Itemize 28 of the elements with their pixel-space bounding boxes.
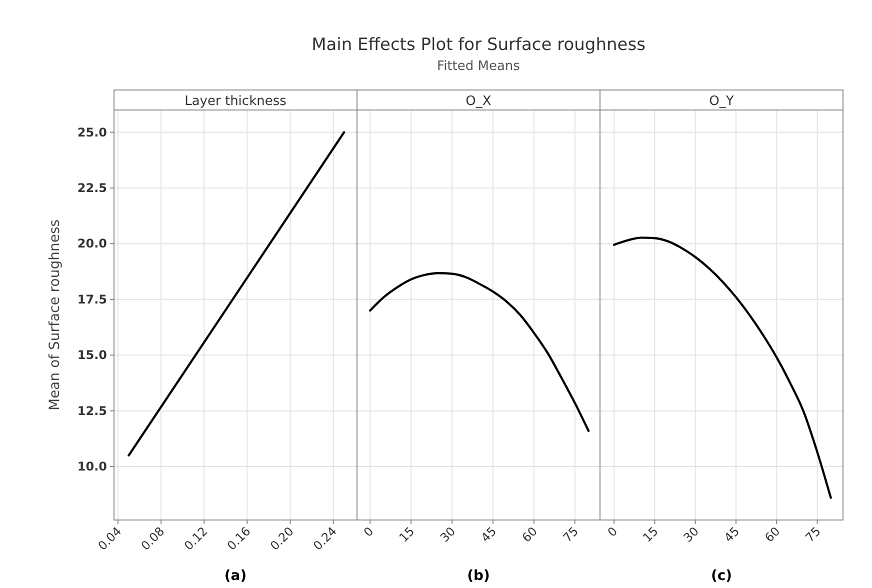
y-tick-label: 12.5 (77, 404, 107, 418)
y-axis-title: Mean of Surface roughness (47, 219, 63, 411)
y-tick-label: 15.0 (77, 348, 107, 362)
text: Main Effects Plot for Surface roughness (312, 35, 646, 55)
x-axis-title: O_Y (709, 94, 734, 109)
y-tick-label: 22.5 (77, 180, 107, 195)
x-tick-label: 15 (640, 524, 661, 545)
text: (c) (710, 568, 732, 584)
y-tick-label: 20.0 (77, 236, 107, 251)
x-tick-label: 75 (802, 524, 824, 545)
x-tick-label: 75 (560, 524, 581, 545)
text: Fitted Means (437, 59, 520, 74)
x-tick-label: 30 (437, 524, 458, 545)
x-tick-label: 45 (721, 524, 742, 545)
x-axis-title: Layer thickness (184, 94, 287, 109)
x-tick-label: 60 (762, 524, 783, 545)
text: (b) (467, 568, 490, 584)
x-axis-title: O_X (466, 94, 492, 109)
x-tick-label: 30 (680, 524, 702, 545)
x-tick-label: 15 (396, 524, 418, 545)
x-tick-label: 0 (604, 524, 620, 540)
y-tick-label: 25.0 (77, 125, 107, 140)
x-tick-label: 45 (478, 524, 500, 545)
x-tick-label: 0 (360, 524, 376, 540)
x-tick-label: 60 (519, 524, 540, 545)
text: (a) (224, 568, 247, 584)
y-tick-label: 17.5 (77, 292, 107, 306)
y-tick-label: 10.0 (77, 460, 107, 474)
